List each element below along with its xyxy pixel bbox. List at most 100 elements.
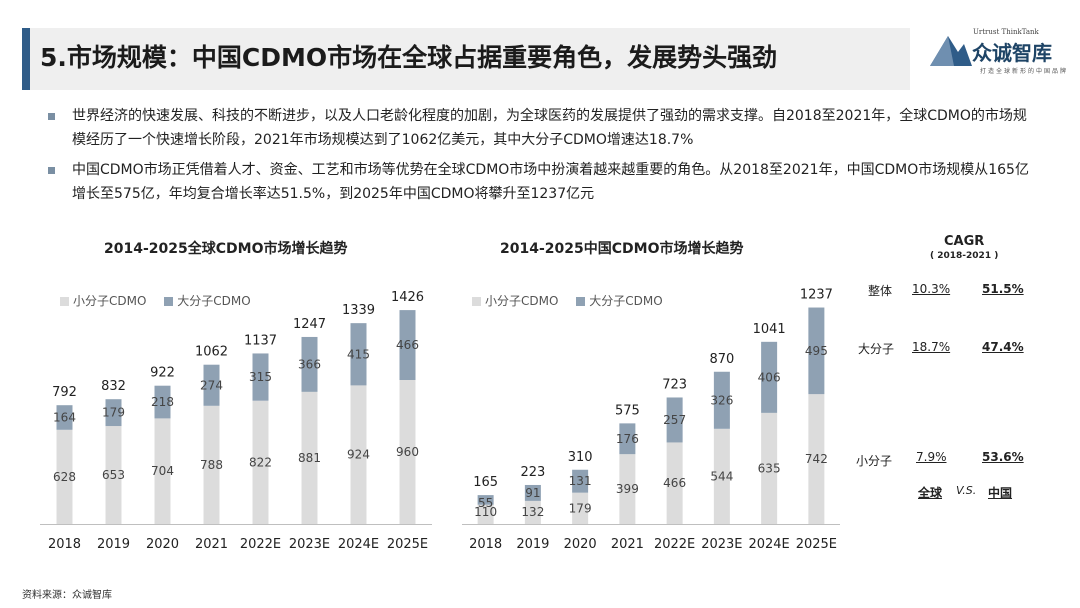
legend-label-large: 大分子CDMO <box>589 294 663 308</box>
global-label-large-2025E: 466 <box>396 338 419 352</box>
cagr-vs: V.S. <box>956 484 977 497</box>
china-bar-small-2022E <box>666 442 683 524</box>
global-bar-small-2022E <box>252 400 269 524</box>
legend-label-small: 小分子CDMO <box>485 294 559 308</box>
china-label-total-2025E: 1237 <box>800 288 833 303</box>
china-label-total-2019: 223 <box>520 465 545 480</box>
page-title: 5.市场规模：中国CDMO市场在全球占据重要角色，发展势头强劲 <box>40 43 778 72</box>
china-label-small-2025E: 742 <box>805 452 828 466</box>
cagr-subtitle: ( 2018-2021 ) <box>930 251 999 261</box>
cagr-row-label-small: 小分子 <box>856 454 893 468</box>
china-label-total-2021: 575 <box>615 403 640 418</box>
china-label-large-2018: 55 <box>478 496 493 510</box>
china-label-small-2023E: 544 <box>710 469 733 483</box>
global-label-small-2020: 704 <box>151 464 174 478</box>
bullet-item-1: 世界经济的快速发展、科技的不断进步，以及人口老龄化程度的加剧，为全球医药的发展提… <box>46 104 1036 152</box>
global-label-small-2022E: 822 <box>249 455 272 469</box>
logo-tagline: 打造全球新形的中国品牌 <box>979 68 1068 75</box>
china-bar-large-2018 <box>477 495 494 505</box>
legend-swatch-large <box>164 297 174 306</box>
global-bar-large-2018 <box>56 405 73 430</box>
legend-china: 小分子CDMO 大分子CDMO <box>472 292 663 309</box>
global-bar-small-2021 <box>203 405 220 524</box>
china-bar-large-2020 <box>572 469 589 493</box>
china-tick-2022E: 2022E <box>654 537 695 552</box>
global-label-large-2018: 164 <box>53 411 76 425</box>
global-tick-2022E: 2022E <box>240 537 281 552</box>
cagr-global-large: 18.7% <box>912 340 951 354</box>
global-label-total-2020: 922 <box>150 366 175 381</box>
global-bar-large-2021 <box>203 364 220 406</box>
china-bar-large-2023E <box>713 371 730 429</box>
logo-subtitle: Urtrust ThinkTank <box>973 28 1039 36</box>
global-bar-small-2025E <box>399 380 416 524</box>
global-label-total-2024E: 1339 <box>342 303 375 318</box>
global-bar-small-2023E <box>301 391 318 524</box>
china-label-small-2024E: 635 <box>758 461 781 475</box>
china-tick-2025E: 2025E <box>796 537 837 552</box>
cagr-col-global: 全球 <box>918 486 943 500</box>
china-bar-large-2022E <box>666 397 683 443</box>
china-label-total-2018: 165 <box>473 475 498 490</box>
title-bar <box>22 28 910 90</box>
global-tick-2025E: 2025E <box>387 537 428 552</box>
logo <box>928 26 1068 82</box>
global-bar-large-2020 <box>154 385 171 419</box>
global-label-small-2025E: 960 <box>396 445 419 459</box>
china-label-large-2022E: 257 <box>663 413 686 427</box>
china-tick-2023E: 2023E <box>701 537 742 552</box>
global-bar-large-2024E <box>350 323 367 386</box>
global-bar-small-2024E <box>350 385 367 524</box>
global-bar-large-2019 <box>105 399 122 427</box>
global-label-total-2022E: 1137 <box>244 333 277 348</box>
cagr-title: CAGR <box>944 234 985 249</box>
global-label-total-2018: 792 <box>52 385 77 400</box>
china-tick-2019: 2019 <box>516 537 549 552</box>
global-label-small-2019: 653 <box>102 468 125 482</box>
global-label-large-2019: 179 <box>102 406 125 420</box>
legend-swatch-small <box>60 297 69 306</box>
china-label-large-2019: 91 <box>525 486 540 500</box>
china-bar-small-2018 <box>477 504 494 524</box>
global-label-large-2020: 218 <box>151 395 174 409</box>
china-label-large-2023E: 326 <box>710 393 733 407</box>
china-tick-2018: 2018 <box>469 537 502 552</box>
global-tick-2021: 2021 <box>195 537 228 552</box>
global-label-total-2023E: 1247 <box>293 317 326 332</box>
china-label-total-2022E: 723 <box>662 377 687 392</box>
china-bar-large-2019 <box>524 484 541 501</box>
global-bar-small-2020 <box>154 418 171 524</box>
china-tick-2021: 2021 <box>611 537 644 552</box>
china-bar-small-2021 <box>619 454 636 524</box>
china-label-large-2024E: 406 <box>758 370 781 384</box>
global-label-large-2024E: 415 <box>347 347 370 361</box>
china-label-small-2018: 110 <box>474 505 497 519</box>
china-label-small-2019: 132 <box>521 505 544 519</box>
chart-title-global: 2014-2025全球CDMO市场增长趋势 <box>104 241 348 257</box>
global-tick-2018: 2018 <box>48 537 81 552</box>
cagr-china-small: 53.6% <box>982 450 1024 464</box>
cagr-panel: CAGR ( 2018-2021 ) 整体 10.3% 51.5% 大分子 18… <box>846 234 1070 574</box>
legend-label-small: 小分子CDMO <box>73 294 147 308</box>
china-bar-small-2025E <box>808 394 825 524</box>
china-bar-large-2024E <box>761 341 778 413</box>
china-tick-2024E: 2024E <box>748 537 789 552</box>
global-tick-2023E: 2023E <box>289 537 330 552</box>
global-bar-large-2023E <box>301 336 318 392</box>
bullet-list: 世界经济的快速发展、科技的不断进步，以及人口老龄化程度的加剧，为全球医药的发展提… <box>46 104 1036 212</box>
global-label-small-2023E: 881 <box>298 451 321 465</box>
global-bar-large-2025E <box>399 310 416 380</box>
global-tick-2024E: 2024E <box>338 537 379 552</box>
global-label-small-2024E: 924 <box>347 448 370 462</box>
global-label-total-2021: 1062 <box>195 345 228 360</box>
china-tick-2020: 2020 <box>564 537 597 552</box>
cagr-global-total: 10.3% <box>912 282 951 296</box>
global-bar-small-2018 <box>56 429 73 524</box>
china-bar-small-2024E <box>761 412 778 524</box>
global-bar-small-2019 <box>105 426 122 524</box>
legend-global: 小分子CDMO 大分子CDMO <box>60 292 251 309</box>
legend-swatch-large <box>576 297 586 306</box>
global-label-large-2023E: 366 <box>298 357 321 371</box>
legend-label-large: 大分子CDMO <box>177 294 251 308</box>
